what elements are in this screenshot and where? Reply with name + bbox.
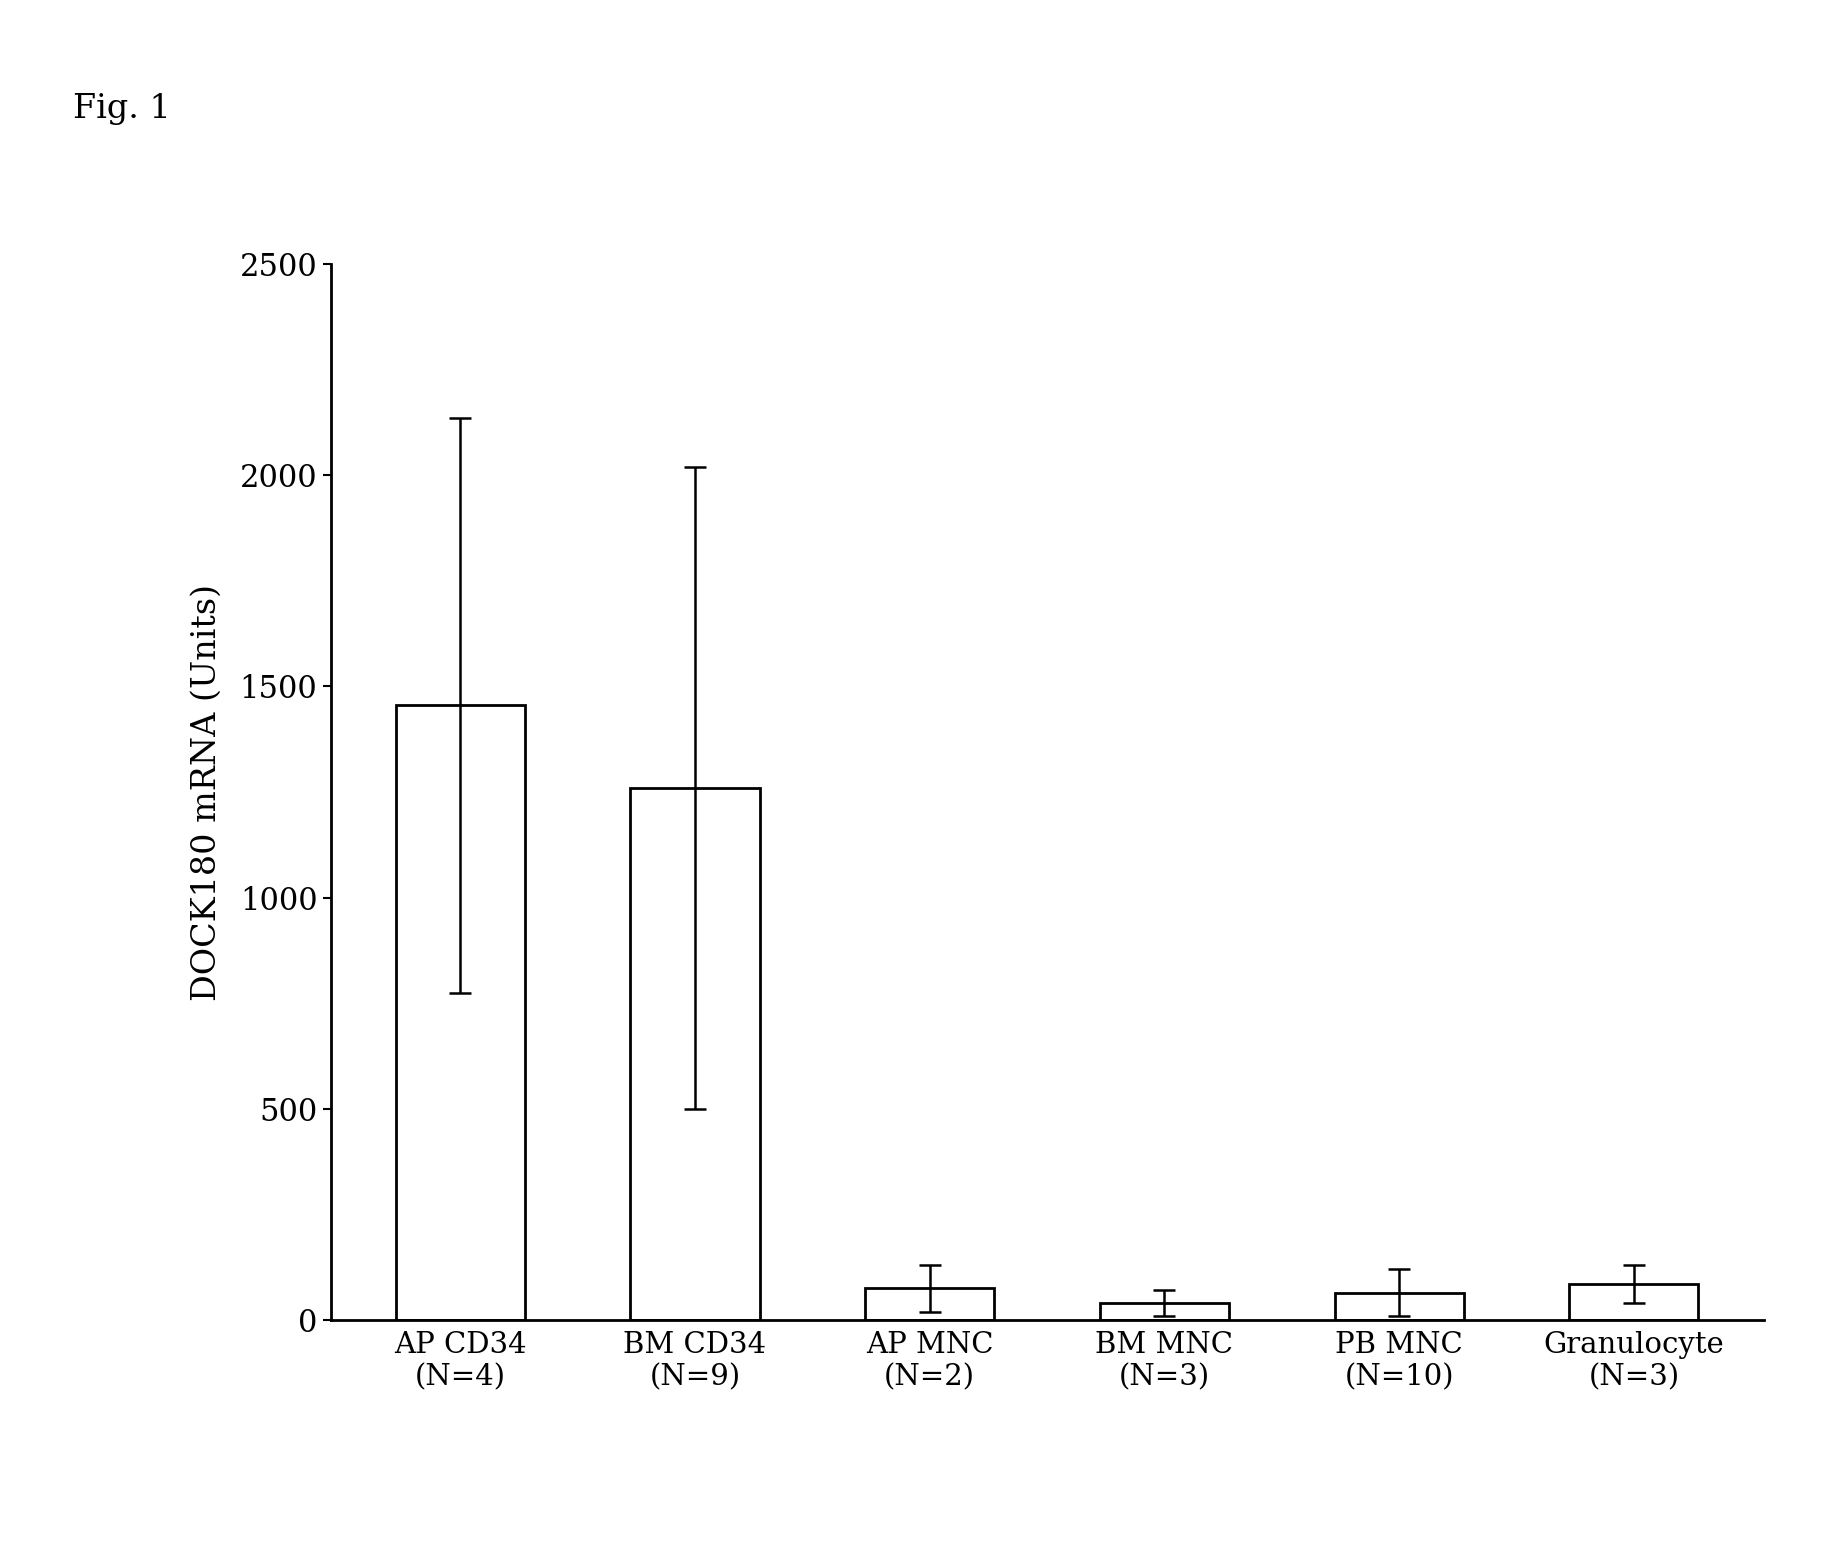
Text: Fig. 1: Fig. 1 xyxy=(73,93,171,126)
Bar xyxy=(1100,1303,1229,1320)
Bar xyxy=(1569,1284,1699,1320)
Bar xyxy=(630,787,759,1320)
Bar xyxy=(865,1289,994,1320)
Y-axis label: DOCK180 mRNA (Units): DOCK180 mRNA (Units) xyxy=(191,584,222,1000)
Bar xyxy=(395,705,525,1320)
Bar xyxy=(1335,1292,1464,1320)
